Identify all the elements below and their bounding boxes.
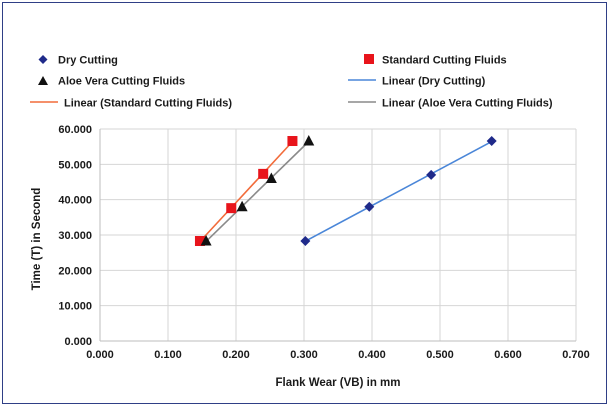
y-axis-title: Time (T) in Second [31,188,43,291]
data-point-square [258,168,269,179]
x-tick-label: 0.400 [358,349,386,361]
x-tick-label: 0.300 [290,349,318,361]
trendlines [199,140,493,243]
data-point-triangle [265,172,277,183]
y-tick-label: 10.000 [58,301,92,313]
data-point-triangle [200,235,212,246]
legend-item-linear-standard-cutting-fluids: Linear (Standard Cutting Fluids) [30,98,232,110]
legend-item-linear-dry-cutting: Linear (Dry Cutting) [348,76,486,88]
data-point-diamond [300,236,311,247]
legend-label-dry-cutting: Dry Cutting [58,55,118,67]
y-tick-label: 20.000 [58,265,92,277]
trendline-linear-standard-cutting-fluids [199,141,294,243]
legend-label-aloe-vera-cutting-fluids: Aloe Vera Cutting Fluids [58,76,185,88]
y-tick-label: 60.000 [58,124,92,136]
trendline-linear-dry-cutting [304,140,493,242]
axes [99,129,576,342]
data-point-triangle [236,200,248,212]
x-tick-label: 0.100 [154,349,182,361]
data-point-square [287,136,298,147]
x-tick-label: 0.700 [562,349,590,361]
x-tick-label: 0.200 [222,349,250,361]
x-tick-label: 0.000 [86,349,114,361]
legend-item-linear-aloe-vera-cutting-fluids: Linear (Aloe Vera Cutting Fluids) [348,98,553,110]
y-tick-label: 50.000 [58,159,92,171]
tick-labels: 0.000 0.100 0.200 0.300 0.400 0.500 0.600 0.700… [58,124,589,361]
legend-label-standard-cutting-fluids: Standard Cutting Fluids [382,55,507,67]
data-point-diamond [426,169,437,180]
legend-marker-triangle [38,76,48,85]
data-point-square [226,203,237,214]
data-point-diamond [486,136,497,147]
legend-label-linear-dry-cutting: Linear (Dry Cutting) [382,76,486,88]
legend-marker-diamond [38,55,48,64]
legend-item-dry-cutting: Dry Cutting [38,55,118,67]
x-tick-label: 0.500 [426,349,454,361]
data-point-diamond [364,201,375,212]
data-point-square [194,236,205,247]
gridlines [99,128,577,342]
legend-marker-square [364,54,374,64]
y-tick-label: 0.000 [64,336,92,348]
y-tick-label: 30.000 [58,230,92,242]
chart-svg: Dry Cutting Standard Cutting Fluids Aloe… [30,54,590,389]
data-markers [194,135,497,247]
legend-item-standard-cutting-fluids: Standard Cutting Fluids [364,54,507,67]
x-axis-title: Flank Wear (VB) in mm [275,377,400,389]
chart-frame: Dry Cutting Standard Cutting Fluids Aloe… [2,2,607,404]
legend-label-linear-aloe-vera-cutting-fluids: Linear (Aloe Vera Cutting Fluids) [382,98,553,110]
x-tick-label: 0.600 [494,349,522,361]
y-tick-label: 40.000 [58,195,92,207]
legend-item-aloe-vera-cutting-fluids: Aloe Vera Cutting Fluids [38,76,185,88]
data-point-triangle [303,135,315,146]
legend-label-linear-standard-cutting-fluids: Linear (Standard Cutting Fluids) [64,98,232,110]
legend: Dry Cutting Standard Cutting Fluids Aloe… [30,54,553,110]
trendline-linear-aloe-vera-cutting-fluids [205,140,310,243]
